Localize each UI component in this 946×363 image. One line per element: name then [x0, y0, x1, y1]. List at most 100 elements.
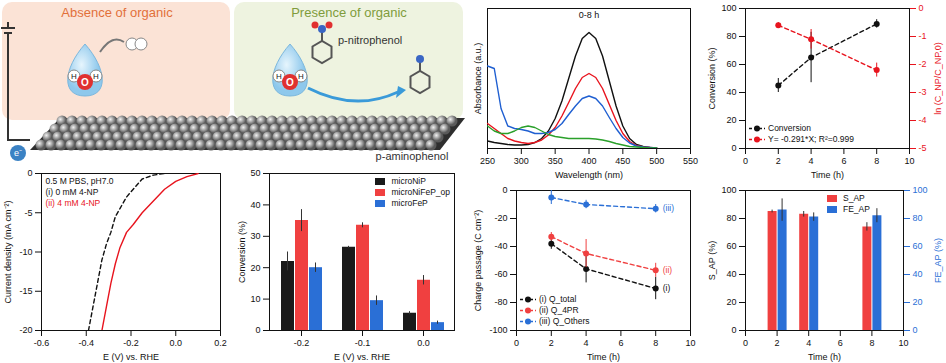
svg-text:Presence of organic: Presence of organic — [291, 5, 407, 20]
svg-text:-5: -5 — [24, 208, 32, 218]
svg-text:20: 20 — [726, 115, 736, 125]
svg-text:-0.1: -0.1 — [355, 338, 371, 348]
svg-text:e⁻: e⁻ — [14, 148, 22, 158]
svg-text:10: 10 — [904, 156, 914, 166]
svg-text:ln (C_NP/C_NP,0): ln (C_NP/C_NP,0) — [933, 42, 943, 114]
svg-text:O: O — [286, 77, 294, 88]
svg-text:(iii): (iii) — [663, 203, 674, 213]
svg-text:40: 40 — [250, 200, 260, 210]
svg-text:80: 80 — [726, 213, 736, 223]
svg-text:-60: -60 — [494, 269, 507, 279]
svg-text:O: O — [81, 77, 89, 88]
svg-text:100: 100 — [721, 185, 736, 195]
svg-text:0.0: 0.0 — [169, 338, 182, 348]
svg-text:80: 80 — [913, 213, 923, 223]
svg-text:20: 20 — [726, 297, 736, 307]
svg-text:E (V) vs. RHE: E (V) vs. RHE — [103, 352, 159, 362]
svg-text:H: H — [93, 72, 99, 81]
svg-text:0: 0 — [743, 156, 748, 166]
svg-text:8: 8 — [874, 156, 879, 166]
svg-text:0: 0 — [514, 338, 519, 348]
svg-text:E (V) vs. RHE: E (V) vs. RHE — [334, 352, 390, 362]
svg-text:80: 80 — [726, 31, 736, 41]
svg-text:2: 2 — [775, 338, 780, 348]
svg-text:Current density (mA cm⁻²): Current density (mA cm⁻²) — [3, 200, 13, 303]
svg-text:40: 40 — [726, 87, 736, 97]
svg-text:-5: -5 — [919, 143, 927, 153]
svg-text:Time (h): Time (h) — [811, 170, 844, 180]
svg-text:0.0: 0.0 — [417, 338, 430, 348]
svg-text:-0.6: -0.6 — [34, 338, 50, 348]
svg-text:60: 60 — [726, 241, 736, 251]
svg-text:0: 0 — [27, 168, 32, 178]
svg-text:100: 100 — [721, 3, 736, 13]
svg-text:100: 100 — [913, 185, 928, 195]
svg-text:10: 10 — [685, 338, 695, 348]
svg-text:p-nitrophenol: p-nitrophenol — [338, 34, 402, 46]
svg-text:H: H — [71, 72, 77, 81]
svg-text:6: 6 — [618, 338, 623, 348]
svg-text:0: 0 — [743, 338, 748, 348]
svg-text:8: 8 — [653, 338, 658, 348]
svg-text:-100: -100 — [489, 325, 507, 335]
svg-text:0.5 M PBS, pH7.0: 0.5 M PBS, pH7.0 — [46, 176, 114, 186]
svg-text:Absence of organic: Absence of organic — [61, 5, 173, 20]
svg-text:0: 0 — [731, 325, 736, 335]
svg-text:350: 350 — [548, 156, 563, 166]
svg-text:-0.2: -0.2 — [123, 338, 139, 348]
svg-text:450: 450 — [615, 156, 630, 166]
svg-text:Time (h): Time (h) — [587, 352, 620, 362]
svg-text:-20: -20 — [494, 213, 507, 223]
svg-text:10: 10 — [898, 338, 908, 348]
svg-text:0.2: 0.2 — [214, 338, 227, 348]
svg-text:60: 60 — [726, 59, 736, 69]
svg-text:Conversion (%): Conversion (%) — [707, 47, 717, 109]
svg-text:H: H — [276, 72, 282, 81]
svg-text:550: 550 — [683, 156, 698, 166]
svg-text:Absorbance (a.u.): Absorbance (a.u.) — [473, 43, 483, 115]
svg-text:-80: -80 — [494, 297, 507, 307]
svg-text:40: 40 — [913, 269, 923, 279]
svg-text:0: 0 — [731, 143, 736, 153]
svg-text:10: 10 — [250, 294, 260, 304]
svg-text:0: 0 — [913, 325, 918, 335]
svg-text:0: 0 — [502, 185, 507, 195]
svg-text:30: 30 — [250, 231, 260, 241]
svg-text:FE_AP (%): FE_AP (%) — [933, 238, 943, 283]
svg-text:0: 0 — [255, 325, 260, 335]
svg-text:-20: -20 — [19, 325, 32, 335]
svg-text:40: 40 — [726, 269, 736, 279]
svg-text:-3: -3 — [919, 87, 927, 97]
svg-text:(ii): (ii) — [663, 265, 673, 275]
svg-text:60: 60 — [913, 241, 923, 251]
svg-text:8: 8 — [869, 338, 874, 348]
svg-text:-4: -4 — [919, 115, 927, 125]
svg-text:0-8 h: 0-8 h — [579, 10, 600, 20]
svg-text:50: 50 — [250, 168, 260, 178]
svg-text:-1: -1 — [919, 31, 927, 41]
svg-text:-2: -2 — [919, 59, 927, 69]
svg-text:S_AP (%): S_AP (%) — [707, 241, 717, 280]
svg-text:2: 2 — [549, 338, 554, 348]
svg-text:6: 6 — [841, 156, 846, 166]
svg-text:(i): (i) — [663, 283, 671, 293]
svg-text:500: 500 — [649, 156, 664, 166]
svg-text:400: 400 — [581, 156, 596, 166]
svg-text:-15: -15 — [19, 286, 32, 296]
svg-text:250: 250 — [480, 156, 495, 166]
svg-text:300: 300 — [514, 156, 529, 166]
svg-text:p-aminophenol: p-aminophenol — [376, 150, 449, 162]
svg-text:4: 4 — [806, 338, 811, 348]
svg-text:-40: -40 — [494, 241, 507, 251]
svg-text:0: 0 — [919, 3, 924, 13]
svg-text:-0.4: -0.4 — [78, 338, 94, 348]
svg-text:6: 6 — [838, 338, 843, 348]
svg-text:20: 20 — [913, 297, 923, 307]
svg-text:20: 20 — [250, 263, 260, 273]
svg-text:4: 4 — [584, 338, 589, 348]
svg-text:Conversion (%): Conversion (%) — [237, 221, 247, 283]
svg-text:2: 2 — [776, 156, 781, 166]
svg-text:4: 4 — [809, 156, 814, 166]
svg-text:-10: -10 — [19, 247, 32, 257]
svg-text:Wavelength (nm): Wavelength (nm) — [555, 170, 623, 180]
